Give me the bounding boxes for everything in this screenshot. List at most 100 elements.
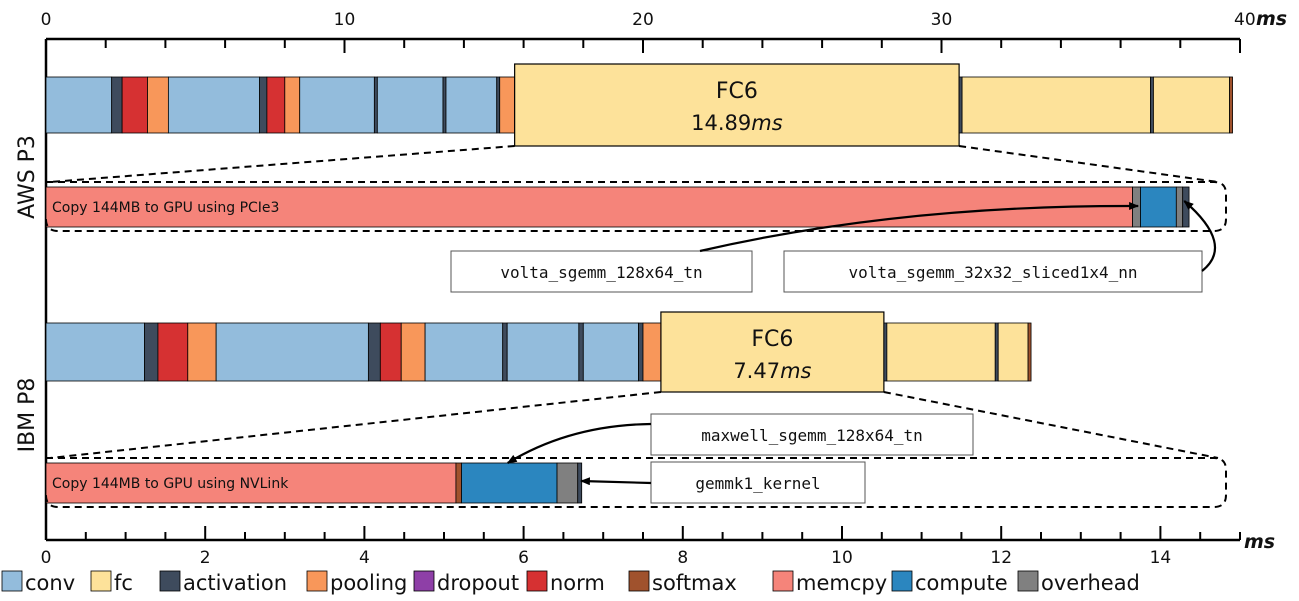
zoom-outline <box>45 457 1227 508</box>
zoom-segment-overhead <box>1175 186 1184 228</box>
zoom-bar-label: Copy 144MB to GPU using NVLink <box>52 476 289 492</box>
layer-bar-norm <box>379 322 402 382</box>
top-tick-label: 30 <box>931 10 953 30</box>
row-label: IBM P8 <box>15 378 40 453</box>
legend: conv fc activation pooling dropout norm softma… <box>1 570 1140 595</box>
layer-bar-norm <box>157 322 189 382</box>
legend-label: memcpy <box>796 571 887 595</box>
bottom-axis-unit: ms <box>1244 531 1275 553</box>
group-0: AWS P3 FC6 14.89ms Copy 144MB to GPU using … <box>15 63 1233 232</box>
layer-bar-conv <box>582 322 639 382</box>
legend-swatch <box>772 570 794 592</box>
layer-bar-activation <box>496 76 501 134</box>
kernel-box <box>650 461 866 504</box>
legend-label: conv <box>25 571 75 595</box>
kernel-arrow <box>579 477 652 486</box>
layer-bar-activation <box>373 76 378 134</box>
zoom-connector-right <box>958 145 1219 183</box>
layer-bar-activation <box>638 322 644 382</box>
layer-bar-conv <box>299 76 375 134</box>
legend-swatch <box>159 570 181 592</box>
legend-swatch <box>628 570 650 592</box>
layer-bar-fc <box>1153 76 1230 134</box>
fc6-time-value: 7.47 <box>733 359 780 383</box>
legend-swatch <box>1017 570 1039 592</box>
zoom-segment-compute <box>461 462 558 504</box>
layer-bar-conv <box>376 76 444 134</box>
layer-bar-activation <box>442 76 447 134</box>
zoom-connector-left <box>49 145 515 183</box>
kernel-label: volta_sgemm_128x64_tn <box>500 263 702 282</box>
kernel-label: gemmk1_kernel <box>695 474 820 493</box>
legend-label: softmax <box>652 571 737 595</box>
legend-label: fc <box>114 571 133 595</box>
bottom-tick-label: 8 <box>677 548 688 568</box>
layer-bar-conv <box>45 322 145 382</box>
layer-bar-conv <box>215 322 369 382</box>
layer-bar-conv <box>45 76 113 134</box>
bottom-tick-label: 0 <box>41 548 52 568</box>
legend-swatch <box>1 570 23 592</box>
layer-bar-conv <box>424 322 504 382</box>
layer-bar-activation <box>502 322 508 382</box>
top-tick-label: 20 <box>632 10 654 30</box>
kernel-arrow <box>699 201 1140 253</box>
legend-label: pooling <box>330 571 407 595</box>
layer-bar-activation <box>111 76 123 134</box>
legend-swatch <box>526 570 548 592</box>
top-tick-label: 10 <box>334 10 356 30</box>
kernel-box <box>650 413 974 456</box>
fc6-time-value: 14.89 <box>691 111 751 135</box>
zoom-segment-memcpy <box>45 186 1133 228</box>
fc6-time: 7.47ms <box>733 359 811 383</box>
bottom-tick-label: 14 <box>1150 548 1172 568</box>
zoom-outline <box>45 181 1227 232</box>
zoom-connector-left <box>49 391 662 459</box>
layer-bar-pooling <box>499 76 516 134</box>
zoom-bar-label: Copy 144MB to GPU using PCIe3 <box>52 200 279 216</box>
zoom-segment-compute <box>1140 186 1177 228</box>
legend-swatch <box>306 570 328 592</box>
legend-swatch <box>90 570 112 592</box>
layer-bar-activation <box>367 322 381 382</box>
layer-bar-fc <box>961 76 1151 134</box>
layer-bar-pooling <box>642 322 662 382</box>
legend-label: norm <box>550 571 605 595</box>
kernel-box <box>783 250 1203 293</box>
kernel-label: maxwell_sgemm_128x64_tn <box>701 426 923 445</box>
zoom-connector-right <box>883 391 1219 459</box>
kernel-arrow <box>1183 200 1217 272</box>
bottom-tick-label: 10 <box>831 548 853 568</box>
layer-bar-activation <box>958 76 963 134</box>
layer-bar-activation <box>578 322 584 382</box>
row-label: AWS P3 <box>15 135 40 219</box>
zoom-segment-overhead <box>556 462 579 504</box>
zoom-segment-softmax <box>455 462 462 504</box>
legend-label: dropout <box>437 571 519 595</box>
fc6-time: 14.89ms <box>691 111 783 135</box>
top-axis-unit: ms <box>1256 8 1287 30</box>
fc6-time-unit: ms <box>751 111 782 135</box>
legend-swatch <box>413 570 435 592</box>
top-tick-label: 0 <box>41 10 52 30</box>
layer-bar-fc <box>886 322 996 382</box>
layer-bar-activation <box>883 322 888 382</box>
legend-label: compute <box>915 571 1008 595</box>
annotations: volta_sgemm_128x64_tn volta_sgemm_32x32_s… <box>450 200 1217 504</box>
layer-bar-fc6 <box>514 63 960 147</box>
layer-bar-pooling <box>187 322 217 382</box>
bottom-tick-label: 2 <box>200 548 211 568</box>
layer-bar-conv <box>506 322 580 382</box>
bottom-tick-label: 4 <box>359 548 370 568</box>
layer-bar-softmax <box>1027 322 1032 382</box>
legend-label: activation <box>183 571 287 595</box>
layer-bar-activation <box>994 322 999 382</box>
legend-label: overhead <box>1041 571 1140 595</box>
bottom-tick-label: 12 <box>990 548 1012 568</box>
top-tick-label: 40 <box>1234 10 1256 30</box>
bottom-tick-label: 6 <box>518 548 529 568</box>
layer-bar-pooling <box>400 322 426 382</box>
layer-bar-norm <box>266 76 286 134</box>
